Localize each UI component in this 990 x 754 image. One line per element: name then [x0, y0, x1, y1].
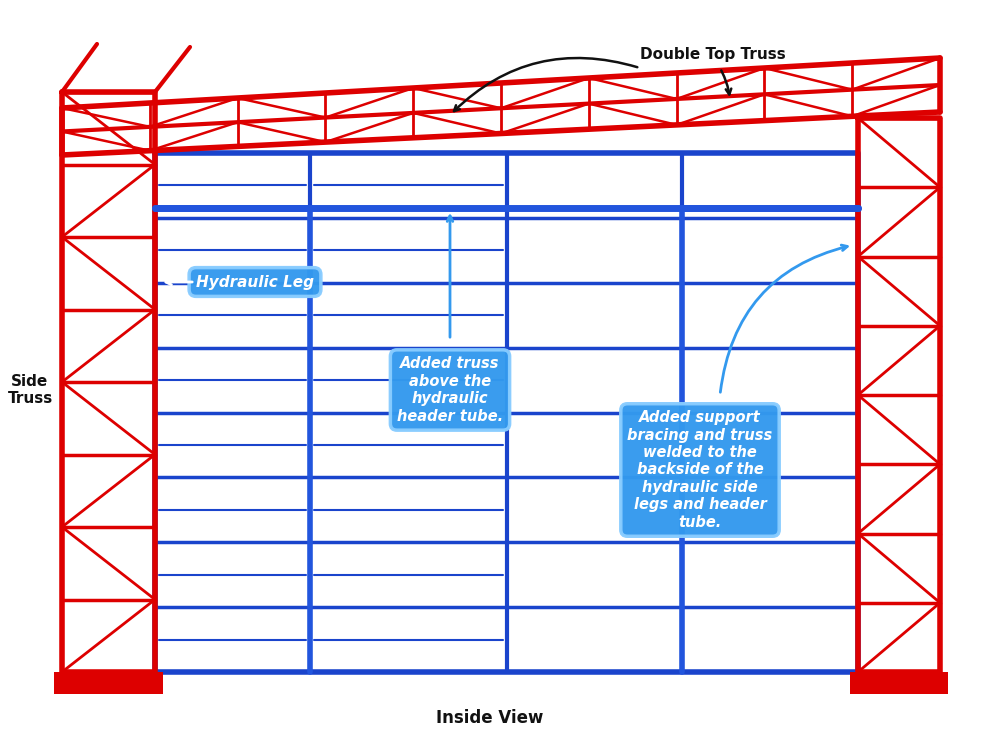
Text: Added support
bracing and truss
welded to the
backside of the
hydraulic side
leg: Added support bracing and truss welded t… [628, 410, 772, 530]
Text: Side
Truss: Side Truss [7, 374, 52, 406]
Text: Inside View: Inside View [437, 709, 544, 727]
Text: Double Top Truss: Double Top Truss [640, 48, 786, 63]
Text: Hydraulic Leg: Hydraulic Leg [196, 274, 314, 290]
Text: Added truss
above the
hydraulic
header tube.: Added truss above the hydraulic header t… [397, 357, 503, 424]
Bar [54, 672, 163, 694]
Bar [850, 672, 948, 694]
